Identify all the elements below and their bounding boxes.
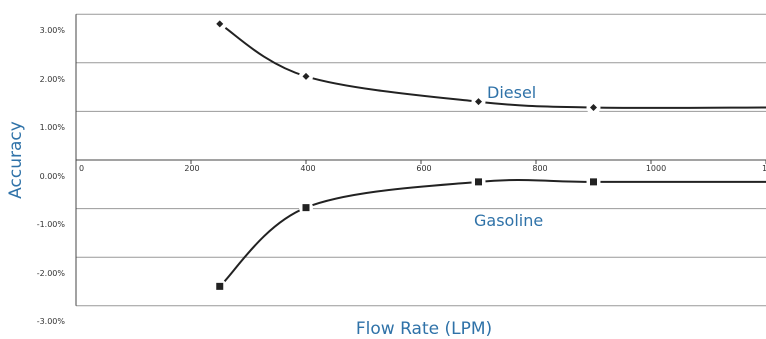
y-tick-label: 0.00% [40,172,66,181]
y-tick-label: -2.00% [37,269,66,278]
data-point-diesel [302,72,310,80]
series-line-gasoline [219,179,766,288]
y-tick-label: -3.00% [37,317,66,326]
data-point-gasoline [475,178,482,186]
y-tick-label: -1.00% [37,220,66,229]
x-tick-label: 600 [416,164,431,173]
y-axis-title: Accuracy [6,121,26,199]
data-point-diesel [590,104,597,112]
y-tick-label: 2.00% [40,75,66,84]
data-point-gasoline [302,204,310,212]
x-tick-label: 200 [184,164,199,173]
data-point-gasoline [590,178,597,186]
series [212,16,766,294]
data-point-gasoline [216,282,224,290]
grid-lines [76,13,766,307]
x-tick-label: 1200 [762,164,766,173]
x-tick-label: 800 [532,164,547,173]
x-axis-title: Flow Rate (LPM) [356,319,492,339]
data-point-diesel [216,20,224,28]
x-tick-label: 0 [79,164,84,173]
axis-lines [75,14,766,306]
series-label-gasoline: Gasoline [474,211,543,230]
y-tick-label: 1.00% [40,123,66,132]
x-tick-labels: 0 200 400 600 800 1000 1200 [79,164,766,173]
y-tick-labels: 3.00% 2.00% 1.00% 0.00% -1.00% -2.00% -3… [37,26,66,326]
y-tick-label: 3.00% [40,26,66,35]
series-label-diesel: Diesel [487,83,536,102]
x-tick-label: 1000 [646,164,666,173]
data-point-diesel [475,98,482,106]
x-tick-label: 400 [300,164,315,173]
